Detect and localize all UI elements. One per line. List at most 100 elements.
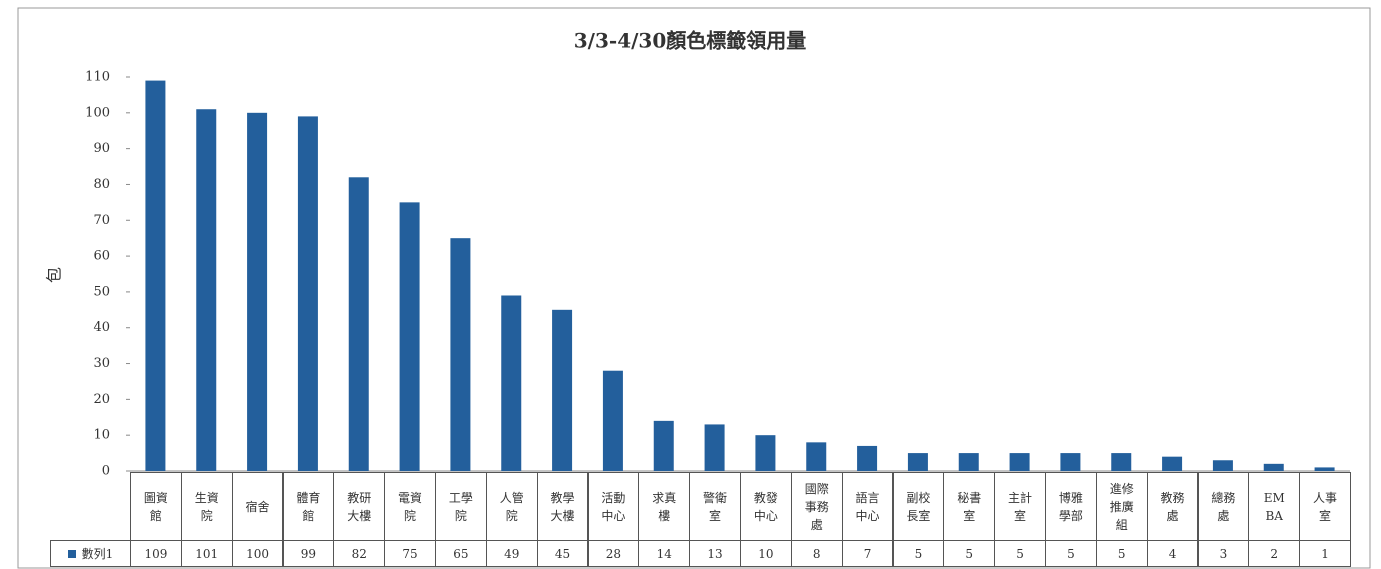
x-tick-label: 教發中心 bbox=[740, 472, 792, 541]
x-tick-label-text: 工學院 bbox=[448, 490, 473, 523]
bar bbox=[1111, 453, 1132, 471]
data-label-text: 5 bbox=[1016, 546, 1024, 561]
x-tick-label: 人管院 bbox=[485, 472, 538, 541]
bar bbox=[247, 112, 268, 472]
x-tick-label-text: 活動中心 bbox=[601, 490, 626, 523]
x-tick-label: 活動中心 bbox=[587, 472, 640, 541]
y-tick-label: 100 bbox=[85, 105, 110, 120]
x-tick-label: 生資院 bbox=[180, 472, 233, 541]
legend-label: 數列1 bbox=[81, 547, 114, 561]
x-tick-label: EMBA bbox=[1248, 472, 1301, 541]
x-tick-label-text: 進修推廣組 bbox=[1109, 481, 1134, 532]
data-label-text: 28 bbox=[605, 546, 622, 561]
bar bbox=[1162, 456, 1183, 471]
data-label-text: 8 bbox=[812, 546, 821, 561]
data-label: 5 bbox=[994, 540, 1046, 567]
data-label: 100 bbox=[231, 540, 284, 567]
x-tick-label-text: 秘書室 bbox=[957, 490, 982, 523]
x-tick-label-text: 國際事務處 bbox=[804, 481, 829, 532]
data-label-text: 101 bbox=[195, 546, 219, 561]
y-tick-label: 60 bbox=[93, 249, 110, 264]
x-tick-label: 求真樓 bbox=[638, 472, 691, 541]
x-tick-label-text: 體育館 bbox=[296, 490, 321, 523]
bar bbox=[501, 295, 522, 471]
data-label-text: 5 bbox=[1117, 546, 1126, 561]
data-label-text: 45 bbox=[554, 546, 571, 561]
bar bbox=[653, 420, 674, 471]
data-label-text: 49 bbox=[504, 546, 520, 561]
data-label: 45 bbox=[536, 540, 589, 567]
bar bbox=[857, 445, 878, 471]
bar bbox=[1060, 453, 1081, 471]
data-label: 13 bbox=[689, 540, 741, 567]
x-tick-label-text: 博雅學部 bbox=[1058, 490, 1083, 523]
x-tick-label: 秘書室 bbox=[943, 472, 996, 541]
y-tick-label: 50 bbox=[93, 284, 110, 299]
y-tick-label: 90 bbox=[93, 141, 110, 156]
y-axis-label: 包 bbox=[45, 267, 64, 283]
y-tick-label: 40 bbox=[93, 320, 110, 335]
bar bbox=[1314, 467, 1335, 471]
bar bbox=[196, 109, 217, 472]
data-label: 10 bbox=[740, 540, 792, 567]
x-tick-label: 進修推廣組 bbox=[1095, 472, 1148, 541]
x-tick-label-text: 求真樓 bbox=[652, 490, 677, 523]
data-label: 14 bbox=[638, 540, 691, 567]
legend-entry: 數列1 bbox=[50, 540, 131, 567]
bar bbox=[755, 435, 776, 471]
data-label-text: 2 bbox=[1270, 546, 1279, 561]
data-label-text: 13 bbox=[707, 546, 723, 561]
data-label: 5 bbox=[1045, 540, 1097, 567]
data-label-text: 5 bbox=[965, 546, 974, 561]
x-tick-label-text: 電資院 bbox=[398, 490, 423, 523]
x-tick-label: 電資院 bbox=[384, 472, 436, 541]
x-tick-label: 工學院 bbox=[435, 472, 487, 541]
y-tick-label: 20 bbox=[93, 392, 110, 407]
x-tick-label: 教研大樓 bbox=[333, 472, 386, 541]
bar bbox=[399, 202, 420, 471]
bar bbox=[1212, 460, 1233, 471]
x-tick-label-text: 教學大樓 bbox=[550, 490, 575, 523]
data-label: 2 bbox=[1248, 540, 1301, 567]
bar bbox=[958, 453, 979, 471]
x-tick-label-text: 總務處 bbox=[1211, 490, 1236, 523]
x-tick-label: 語言中心 bbox=[841, 472, 894, 541]
x-tick-label: 國際事務處 bbox=[790, 472, 843, 541]
data-label-text: 100 bbox=[246, 546, 270, 561]
data-label-text: 5 bbox=[1067, 546, 1075, 561]
data-label: 101 bbox=[180, 540, 233, 567]
x-tick-label: 主計室 bbox=[994, 472, 1046, 541]
x-tick-label-text: 生資院 bbox=[194, 490, 219, 523]
x-tick-label: 教務處 bbox=[1146, 472, 1199, 541]
data-label: 5 bbox=[943, 540, 996, 567]
x-tick-label: 體育館 bbox=[282, 472, 335, 541]
data-label-text: 3 bbox=[1219, 546, 1228, 561]
x-tick-label: 警衛室 bbox=[689, 472, 741, 541]
bar bbox=[806, 442, 827, 471]
y-tick-label: 110 bbox=[85, 70, 110, 85]
data-label-text: 109 bbox=[144, 546, 168, 561]
x-tick-label-text: 人事室 bbox=[1313, 490, 1338, 523]
data-label-text: 82 bbox=[351, 546, 367, 561]
data-label: 49 bbox=[485, 540, 538, 567]
bar bbox=[907, 453, 928, 471]
x-tick-label-text: EMBA bbox=[1263, 490, 1285, 523]
data-label: 1 bbox=[1299, 540, 1351, 567]
data-label-text: 7 bbox=[863, 546, 872, 561]
data-label-text: 99 bbox=[300, 546, 317, 561]
data-label: 82 bbox=[333, 540, 386, 567]
bar bbox=[1009, 453, 1030, 471]
y-tick-label: 30 bbox=[93, 356, 110, 371]
data-label: 99 bbox=[282, 540, 335, 567]
data-label-text: 14 bbox=[656, 546, 672, 561]
data-label-text: 65 bbox=[453, 546, 469, 561]
data-label: 109 bbox=[130, 540, 182, 567]
x-tick-label: 教學大樓 bbox=[536, 472, 589, 541]
x-tick-label-text: 圖資館 bbox=[143, 490, 168, 523]
x-tick-label: 總務處 bbox=[1197, 472, 1250, 541]
chart-frame bbox=[17, 7, 1371, 569]
x-tick-label-text: 教務處 bbox=[1160, 490, 1185, 523]
y-tick-label: 80 bbox=[93, 177, 110, 192]
data-label-text: 1 bbox=[1321, 546, 1329, 561]
